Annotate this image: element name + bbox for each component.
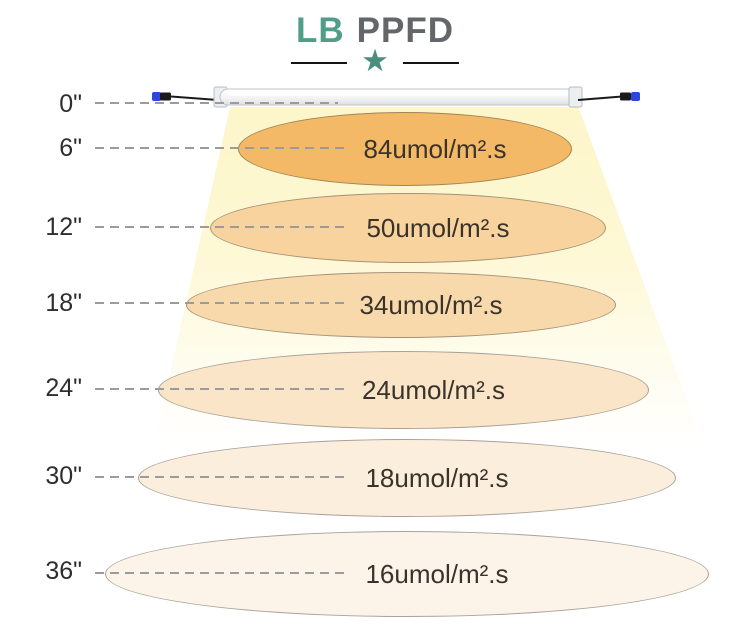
star-icon: ★ bbox=[361, 43, 389, 79]
distance-label-30in: 30" bbox=[45, 462, 82, 490]
distance-label-36in: 36" bbox=[45, 557, 82, 585]
ppfd-value-18in: 34umol/m².s bbox=[359, 289, 503, 320]
leader-line-18in bbox=[95, 302, 345, 304]
distance-label-0in: 0" bbox=[59, 90, 82, 118]
distance-label-18in: 18" bbox=[45, 289, 82, 317]
ppfd-value-12in: 50umol/m².s bbox=[366, 212, 510, 243]
distance-label-6in: 6" bbox=[59, 134, 82, 162]
ppfd-value-36in: 16umol/m².s bbox=[365, 558, 509, 589]
title-divider: ★ bbox=[0, 43, 750, 79]
left-connector-icon bbox=[152, 92, 161, 101]
divider-line-left bbox=[291, 62, 348, 64]
leader-line-24in bbox=[95, 388, 345, 390]
leader-line-12in bbox=[95, 226, 345, 228]
ppfd-ellipse-30in: 18umol/m².s bbox=[138, 439, 676, 517]
brand-text: LB bbox=[295, 11, 345, 50]
ppfd-ellipse-18in: 34umol/m².s bbox=[186, 272, 616, 338]
ppfd-value-6in: 84umol/m².s bbox=[363, 133, 507, 164]
metric-text: PPFD bbox=[356, 11, 454, 50]
ppfd-value-24in: 24umol/m².s bbox=[361, 374, 506, 405]
ppfd-ellipse-36in: 16umol/m².s bbox=[105, 531, 709, 617]
divider-line-right bbox=[402, 62, 459, 64]
distance-label-24in: 24" bbox=[45, 374, 82, 402]
leader-line-30in bbox=[95, 476, 345, 478]
page-title: LB PPFD bbox=[0, 12, 750, 50]
ppfd-value-30in: 18umol/m².s bbox=[365, 462, 509, 493]
right-connector-icon bbox=[631, 92, 640, 101]
led-light-bar bbox=[152, 86, 640, 108]
leader-line-36in bbox=[95, 572, 345, 574]
distance-label-12in: 12" bbox=[45, 213, 82, 241]
ppfd-ellipse-12in: 50umol/m².s bbox=[210, 193, 606, 263]
leader-line-6in bbox=[95, 147, 345, 149]
ppfd-ellipse-6in: 84umol/m².s bbox=[238, 112, 572, 186]
leader-line-0in bbox=[95, 102, 338, 104]
ppfd-ellipse-24in: 24umol/m².s bbox=[158, 351, 649, 429]
